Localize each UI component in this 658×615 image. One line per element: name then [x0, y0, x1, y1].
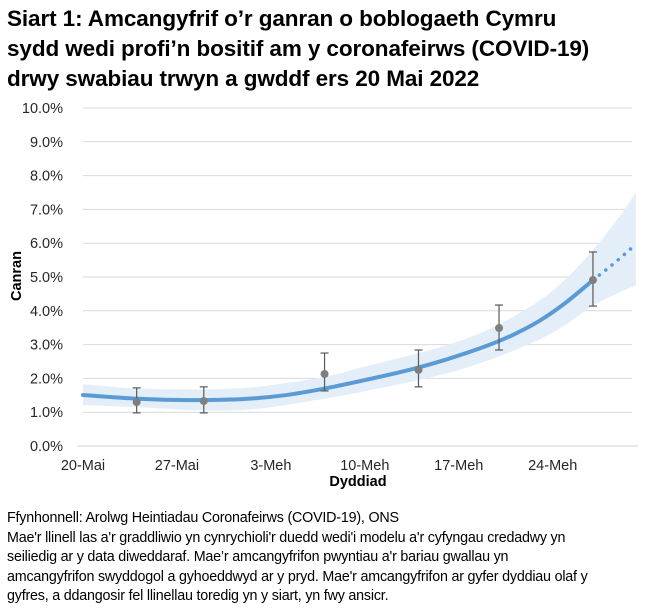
y-tick-label: 10.0% — [22, 101, 63, 117]
source-text: Ffynhonnell: Arolwg Heintiadau Coronafei… — [7, 510, 399, 526]
x-axis-ticks: 20-Mai 27-Mai 3-Meh 10-Meh 17-Meh 24-Meh — [61, 458, 577, 474]
estimate-marker — [320, 370, 329, 379]
estimate-point — [414, 349, 423, 388]
footer-notes: Ffynhonnell: Arolwg Heintiadau Coronafei… — [7, 509, 657, 607]
estimate-point — [132, 387, 141, 414]
y-tick-label: 4.0% — [30, 304, 63, 320]
estimate-point — [588, 251, 597, 307]
y-tick-label: 3.0% — [30, 338, 63, 354]
estimate-marker — [132, 398, 141, 407]
y-tick-label: 0.0% — [30, 439, 63, 455]
note-line-1: Mae'r llinell las a'r graddliwio yn cynr… — [7, 529, 566, 546]
chart-title-line-3: drwy swabiau trwyn a gwddf ers 20 Mai 20… — [7, 66, 480, 91]
x-tick-label: 20-Mai — [61, 458, 105, 474]
note-line-2: seiliedig ar y data diweddaraf. Mae’r am… — [7, 549, 509, 565]
x-axis-title: Dyddiad — [329, 474, 386, 490]
estimate-point — [199, 386, 208, 414]
y-tick-label: 8.0% — [30, 169, 63, 185]
chart-title: Siart 1: Amcangyfrif o’r ganran o boblog… — [7, 4, 657, 94]
x-tick-label: 27-Mai — [155, 458, 199, 474]
y-axis-ticks: 0.0% 1.0% 2.0% 3.0% 4.0% 5.0% 6.0% 7.0% 8.0% 9.0%… — [22, 101, 63, 455]
y-tick-label: 2.0% — [30, 371, 63, 387]
estimate-marker — [588, 276, 597, 285]
gridlines — [83, 107, 632, 413]
x-tick-label: 10-Meh — [340, 458, 389, 474]
modelled-trend-line — [81, 278, 595, 403]
y-tick-label: 6.0% — [30, 236, 63, 252]
estimate-marker — [199, 397, 208, 406]
x-tick-label: 24-Meh — [528, 458, 577, 474]
y-tick-label: 9.0% — [30, 135, 63, 151]
credible-interval-band — [83, 192, 636, 411]
x-tick-label: 3-Meh — [250, 458, 291, 474]
chart-title-line-1: Siart 1: Amcangyfrif o’r ganran o boblog… — [7, 6, 557, 31]
note-line-4: gyfres, a ddangosir fel llinellau toredi… — [7, 588, 389, 604]
note-line-3: amcangyfrifon swyddogol a gyhoeddwyd ar … — [7, 568, 588, 585]
y-tick-label: 5.0% — [30, 270, 63, 286]
line-chart: 0.0% 1.0% 2.0% 3.0% 4.0% 5.0% 6.0% 7.0% 8.0% 9.0%… — [9, 101, 638, 490]
official-estimates — [132, 251, 597, 414]
estimate-marker — [495, 324, 504, 333]
x-tick-label: 17-Meh — [434, 458, 483, 474]
chart-title-line-2: sydd wedi profi’n bositif am y coronafei… — [7, 36, 590, 61]
estimate-point — [320, 352, 329, 392]
estimate-marker — [414, 365, 423, 374]
estimate-point — [495, 304, 504, 351]
y-tick-label: 1.0% — [30, 405, 63, 421]
y-tick-label: 7.0% — [30, 202, 63, 218]
modelled-trend-dotted-line — [591, 244, 635, 282]
y-axis-title: Canran — [9, 251, 25, 301]
